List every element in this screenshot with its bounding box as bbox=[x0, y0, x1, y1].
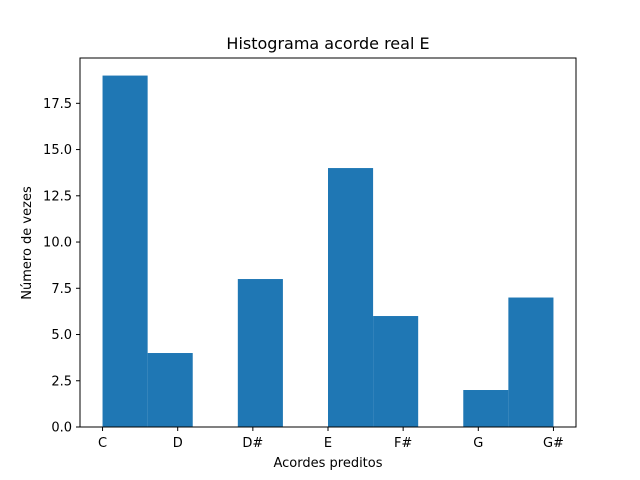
histogram-bar-1 bbox=[147, 353, 193, 427]
histogram-bar-3 bbox=[237, 279, 283, 427]
x-tick-label: C bbox=[98, 436, 107, 451]
y-tick-label: 7.5 bbox=[51, 282, 72, 297]
y-tick-label: 17.5 bbox=[43, 97, 72, 112]
chart-title: Histograma acorde real E bbox=[226, 34, 429, 53]
x-tick-label: E bbox=[324, 436, 332, 451]
histogram-bar-8 bbox=[463, 390, 509, 427]
plot-frame bbox=[79, 57, 577, 428]
y-tick-label: 5.0 bbox=[51, 328, 72, 343]
bars-group bbox=[102, 75, 554, 428]
histogram-bar-0 bbox=[102, 75, 148, 428]
y-tick-label: 12.5 bbox=[43, 189, 72, 204]
y-tick-label: 2.5 bbox=[51, 374, 72, 389]
x-tick-label: D# bbox=[242, 436, 263, 451]
x-axis-ticks: C D D# E F# G G# bbox=[98, 427, 564, 451]
x-axis-label: Acordes preditos bbox=[273, 456, 382, 471]
x-tick-label: D bbox=[173, 436, 183, 451]
x-tick-label: F# bbox=[394, 436, 412, 451]
y-tick-label: 0.0 bbox=[51, 421, 72, 436]
x-tick-label: G# bbox=[543, 436, 564, 451]
histogram-bar-5 bbox=[328, 168, 374, 428]
y-tick-label: 10.0 bbox=[43, 236, 72, 251]
histogram-bar-9 bbox=[508, 297, 554, 427]
y-axis-ticks: 0.0 2.5 5.0 7.5 10.0 12.5 15.0 17.5 bbox=[43, 97, 80, 436]
y-axis-label: Número de vezes bbox=[20, 186, 35, 300]
histogram-bar-6 bbox=[373, 316, 419, 427]
x-tick-label: G bbox=[473, 436, 483, 451]
y-tick-label: 15.0 bbox=[43, 143, 72, 158]
